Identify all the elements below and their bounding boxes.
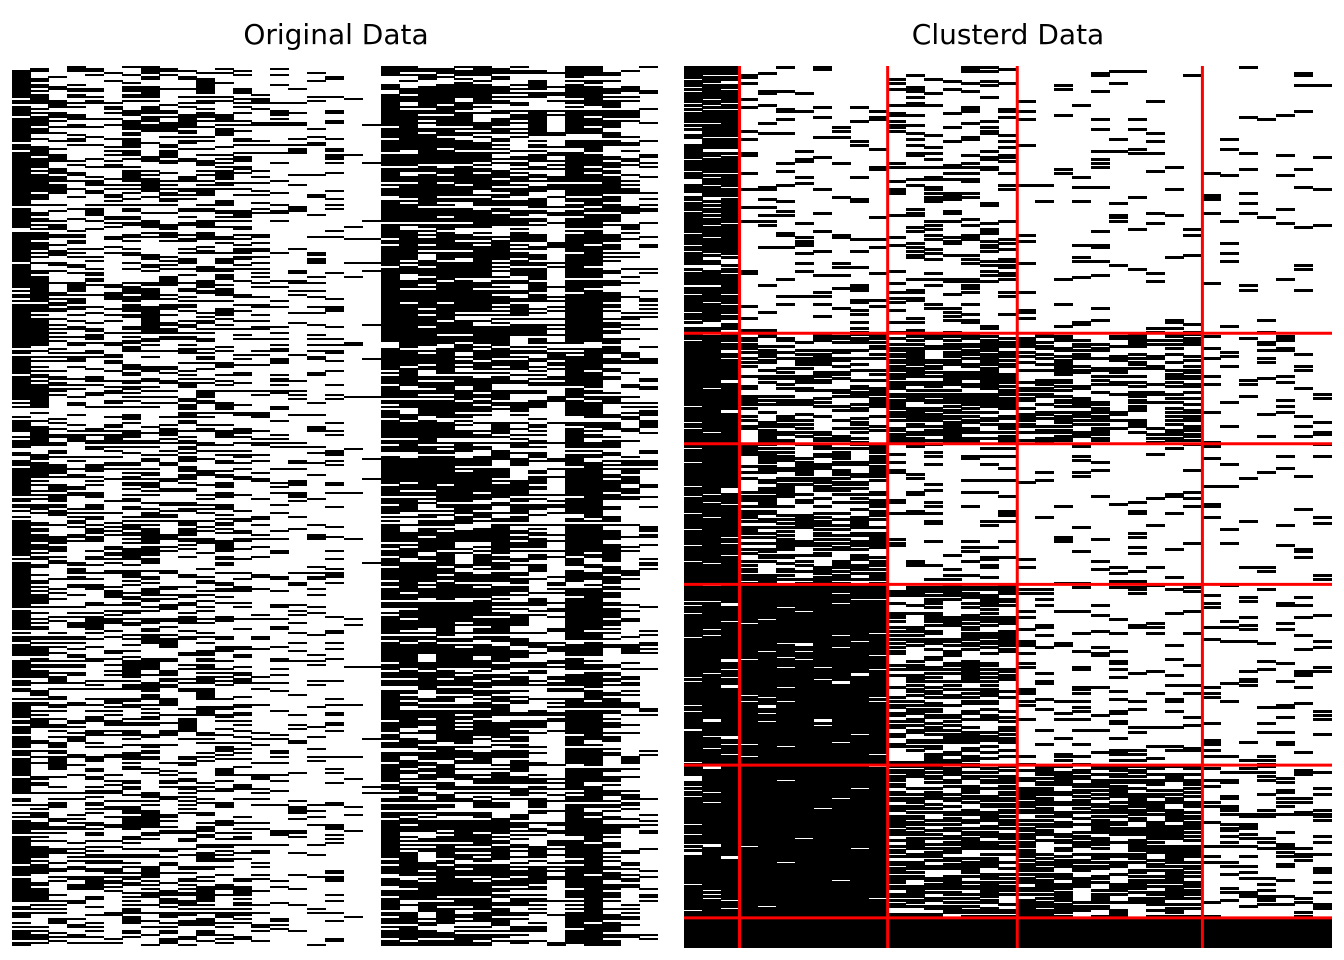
right-panel-title: Clusterd Data [911,18,1105,51]
cluster-dividers [684,66,1332,948]
clustered-data-heatmap [684,66,1332,948]
original-data-heatmap [12,66,658,946]
left-panel-title: Original Data [243,18,429,51]
